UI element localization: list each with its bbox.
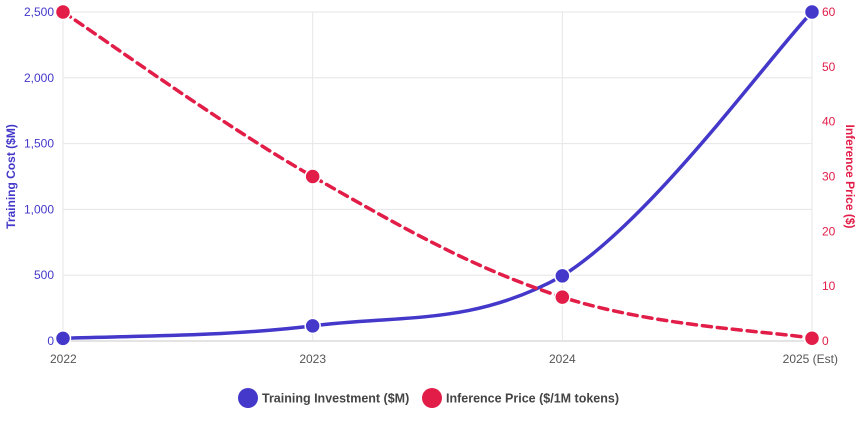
inference-price-point [554, 288, 571, 306]
y-left-tick-label: 2,500 [24, 5, 54, 19]
inference-price-point [54, 3, 72, 21]
y-right-tick-label: 0 [822, 334, 829, 348]
x-tick-label: 2024 [549, 352, 576, 366]
y-left-tick-label: 2,000 [24, 71, 54, 85]
legend-label: Inference Price ($/1M tokens) [446, 392, 619, 406]
inference-price-point [803, 330, 821, 347]
legend-label: Training Investment ($M) [262, 392, 409, 406]
x-tick-label: 2022 [50, 352, 77, 366]
training-investment-line [61, 10, 814, 341]
axis-layer: 0 500 1,000 1,500 2,000 2,500 0 10 20 30 40 50 60 202… [4, 5, 857, 366]
series-layer [54, 3, 821, 347]
training-investment-point [304, 317, 321, 335]
y-left-tick-label: 500 [34, 268, 54, 282]
y-right-tick-label: 60 [822, 5, 836, 19]
training-investment-point [803, 3, 821, 21]
y-right-axis-title: Inference Price ($) [843, 124, 857, 228]
y-right-tick-label: 20 [822, 224, 836, 238]
training-investment-point [554, 267, 571, 285]
training-investment-point [54, 330, 72, 347]
inference-price-point [304, 168, 321, 185]
x-tick-label: 2023 [299, 352, 326, 366]
inference-price-line [61, 10, 814, 341]
x-tick-label: 2025 (Est) [783, 352, 838, 366]
legend: Training Investment ($M) Inference Price … [238, 388, 619, 408]
legend-swatch [422, 388, 442, 408]
y-right-tick-label: 30 [822, 170, 836, 184]
legend-swatch [238, 388, 258, 408]
y-left-tick-label: 0 [47, 334, 54, 348]
y-right-tick-label: 50 [822, 60, 836, 74]
y-left-tick-label: 1,500 [24, 137, 54, 151]
y-right-tick-label: 10 [822, 279, 836, 293]
y-left-tick-label: 1,000 [24, 202, 54, 216]
y-left-axis-title: Training Cost ($M) [4, 124, 18, 229]
grid-layer [62, 11, 813, 342]
y-right-tick-label: 40 [822, 115, 836, 129]
